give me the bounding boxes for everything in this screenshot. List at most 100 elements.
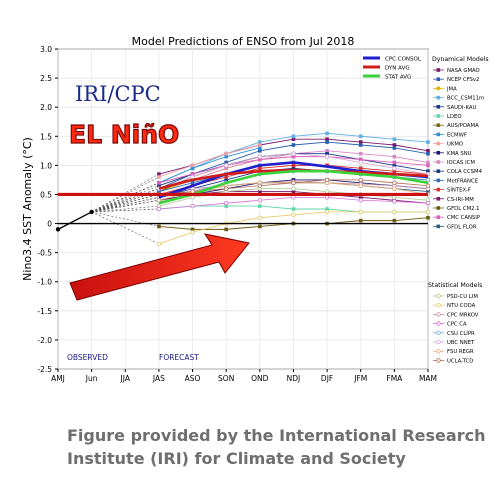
series-marker — [257, 154, 263, 159]
legend-marker — [436, 349, 441, 354]
x-tick-label: OND — [251, 374, 269, 383]
series-marker — [426, 189, 430, 194]
legend-label: CPC CA — [447, 322, 467, 328]
legend-marker — [436, 178, 441, 183]
legend-marker — [436, 169, 441, 173]
y-tick-label: 0.5 — [40, 190, 52, 199]
series-marker — [157, 183, 161, 188]
series-marker — [426, 215, 430, 220]
connector-line — [91, 182, 160, 213]
series-marker — [291, 189, 296, 194]
y-axis-label: Nino3.4 SST Anomaly (°C) — [21, 137, 34, 281]
series-marker — [358, 209, 363, 215]
series-marker — [392, 186, 397, 191]
series-marker — [224, 178, 228, 182]
series-marker — [325, 140, 329, 144]
y-tick-label: 1.0 — [40, 161, 52, 170]
y-tick-label: 2.0 — [40, 103, 52, 112]
series-marker — [358, 218, 363, 223]
legend-label: IOCAS ICM — [447, 160, 475, 166]
legend-marker — [436, 358, 441, 363]
series-marker — [257, 183, 263, 188]
legend-label: UBC NNET — [447, 340, 475, 346]
observed-line — [57, 211, 92, 230]
observed-point — [55, 227, 61, 232]
series-marker — [358, 134, 363, 139]
avg-legend: CPC CONSOL DYN AVG STAT AVG — [363, 56, 422, 81]
legend-label: FSU REGR — [447, 349, 474, 355]
figure-caption: Figure provided by the International Res… — [67, 424, 487, 470]
series-marker — [224, 160, 228, 165]
series-marker — [324, 177, 330, 183]
plot-background — [57, 48, 429, 370]
legend-label: CMC CANSIP — [447, 215, 481, 221]
y-tick-label: -1.5 — [37, 307, 52, 316]
legend-label: PSD-CU LIM — [447, 294, 478, 300]
legend-label: GFDL CM2.1 — [447, 206, 480, 212]
observed-series — [55, 209, 94, 232]
series-marker — [392, 154, 397, 159]
dynamical-legend: Dynamical Models NASA GMAO NCEP CFSv2 JMA BC… — [432, 56, 489, 230]
observed-point — [89, 209, 94, 215]
red-arrow — [69, 233, 250, 301]
series-marker — [325, 131, 329, 136]
series-marker — [291, 212, 296, 218]
series-marker — [325, 151, 329, 156]
forecast-label: FORECAST — [159, 353, 199, 362]
series-marker — [392, 169, 397, 173]
y-tick-label: 2.5 — [40, 74, 52, 83]
series-line — [158, 147, 260, 184]
series-marker — [157, 172, 161, 176]
series-marker — [425, 183, 431, 188]
y-tick-label: -2.5 — [37, 365, 52, 374]
statistical-legend: Statistical Models PSD-CU LIM NTU CODA CPC … — [428, 282, 482, 364]
connector-line — [91, 205, 159, 213]
series-marker — [392, 166, 397, 171]
connector-line — [91, 199, 159, 213]
observed-label: OBSERVED — [67, 353, 108, 362]
series-marker — [258, 146, 262, 150]
legend-label: UKMO — [447, 142, 463, 148]
y-tick-label: 1.5 — [40, 132, 52, 141]
series-marker — [426, 140, 430, 144]
series-marker — [392, 146, 397, 150]
x-tick-label: NDJ — [287, 374, 301, 383]
x-tick-label: SON — [218, 374, 234, 383]
connector-line — [91, 211, 160, 245]
series-marker — [224, 227, 228, 232]
series-marker — [358, 177, 363, 183]
legend-label: BCC_CSM11m — [447, 96, 484, 102]
series-marker — [224, 154, 228, 159]
legend-label: ECMWF — [447, 132, 467, 138]
legend-marker — [436, 312, 441, 317]
series-marker — [324, 154, 330, 159]
x-tick-label: JAS — [152, 374, 165, 383]
series-marker — [190, 181, 195, 185]
series-marker — [157, 181, 161, 185]
el-nino-banner: EL NiñO — [69, 120, 179, 149]
series-marker — [257, 198, 263, 203]
series-marker — [392, 209, 397, 215]
series-marker — [257, 215, 263, 220]
x-tick-label: DJF — [321, 374, 333, 383]
legend-marker — [436, 197, 441, 201]
series-marker — [392, 180, 397, 186]
series-marker — [325, 149, 329, 153]
series-marker — [291, 166, 296, 171]
legend-label: STAT AVG — [385, 75, 411, 81]
legend-marker — [436, 105, 441, 109]
series-marker — [324, 195, 330, 200]
series-marker — [291, 207, 296, 211]
series-marker — [291, 151, 296, 156]
series-marker — [325, 207, 329, 211]
legend-marker — [436, 114, 441, 118]
series-marker — [291, 195, 296, 200]
legend-label: CSU CLIPR — [447, 331, 475, 337]
series-marker — [324, 209, 330, 215]
series-marker — [425, 200, 431, 206]
series-marker — [291, 186, 296, 191]
caption-line-2: Institute (IRI) for Climate and Society — [67, 449, 406, 468]
legend-marker — [436, 330, 441, 335]
series-marker — [157, 224, 161, 229]
x-tick-label: JJA — [120, 374, 131, 383]
